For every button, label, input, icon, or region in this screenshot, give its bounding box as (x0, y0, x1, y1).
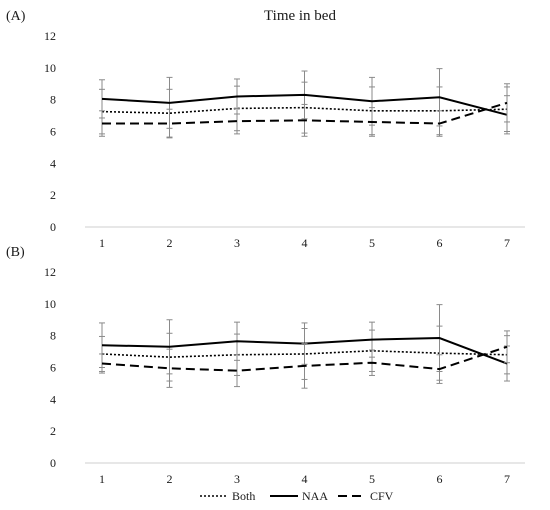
y-tick-label: 8 (50, 329, 56, 343)
legend-label: NAA (302, 489, 328, 503)
x-tick-label: 3 (234, 236, 240, 250)
x-tick-label: 6 (437, 236, 443, 250)
x-tick-label: 6 (437, 472, 443, 486)
x-tick-label: 7 (504, 236, 510, 250)
x-tick-label: 1 (99, 236, 105, 250)
series-line (101, 345, 508, 372)
y-tick-label: 6 (50, 125, 56, 139)
x-tick-label: 7 (504, 472, 510, 486)
y-tick-label: 6 (50, 361, 56, 375)
error-bar (99, 353, 105, 374)
series-line (102, 101, 508, 125)
y-tick-label: 10 (44, 61, 56, 75)
x-tick-label: 5 (369, 472, 375, 486)
error-bar (166, 348, 173, 388)
y-tick-label: 12 (44, 265, 56, 279)
chart-title: Time in bed (264, 8, 336, 24)
panel-label: (A) (6, 9, 26, 24)
legend-item-cfv: CFV (338, 489, 394, 503)
y-tick-label: 12 (44, 29, 56, 43)
panel-label: (B) (6, 245, 25, 260)
series-cfv (99, 330, 510, 389)
y-tick-label: 4 (50, 392, 56, 406)
x-tick-label: 5 (369, 236, 375, 250)
y-tick-label: 0 (50, 456, 56, 470)
x-tick-label: 4 (302, 472, 308, 486)
y-tick-label: 8 (50, 93, 56, 107)
y-tick-label: 4 (50, 156, 56, 170)
x-tick-label: 2 (167, 472, 173, 486)
legend-label: Both (232, 489, 255, 503)
y-tick-label: 0 (50, 220, 56, 234)
legend-label: CFV (370, 489, 394, 503)
error-bar (166, 108, 173, 139)
x-tick-label: 2 (167, 236, 173, 250)
series-cfv (99, 83, 510, 139)
legend-item-naa: NAA (270, 489, 328, 503)
x-tick-label: 4 (302, 236, 308, 250)
x-tick-label: 3 (234, 472, 240, 486)
series-line (101, 93, 508, 116)
y-tick-label: 2 (50, 188, 56, 202)
y-tick-label: 2 (50, 424, 56, 438)
legend-item-both: Both (200, 489, 255, 503)
error-bar (234, 354, 240, 388)
legend: Both NAA CFV (200, 489, 394, 503)
y-tick-label: 10 (44, 297, 56, 311)
x-tick-label: 1 (99, 472, 105, 486)
error-bar (234, 107, 240, 135)
